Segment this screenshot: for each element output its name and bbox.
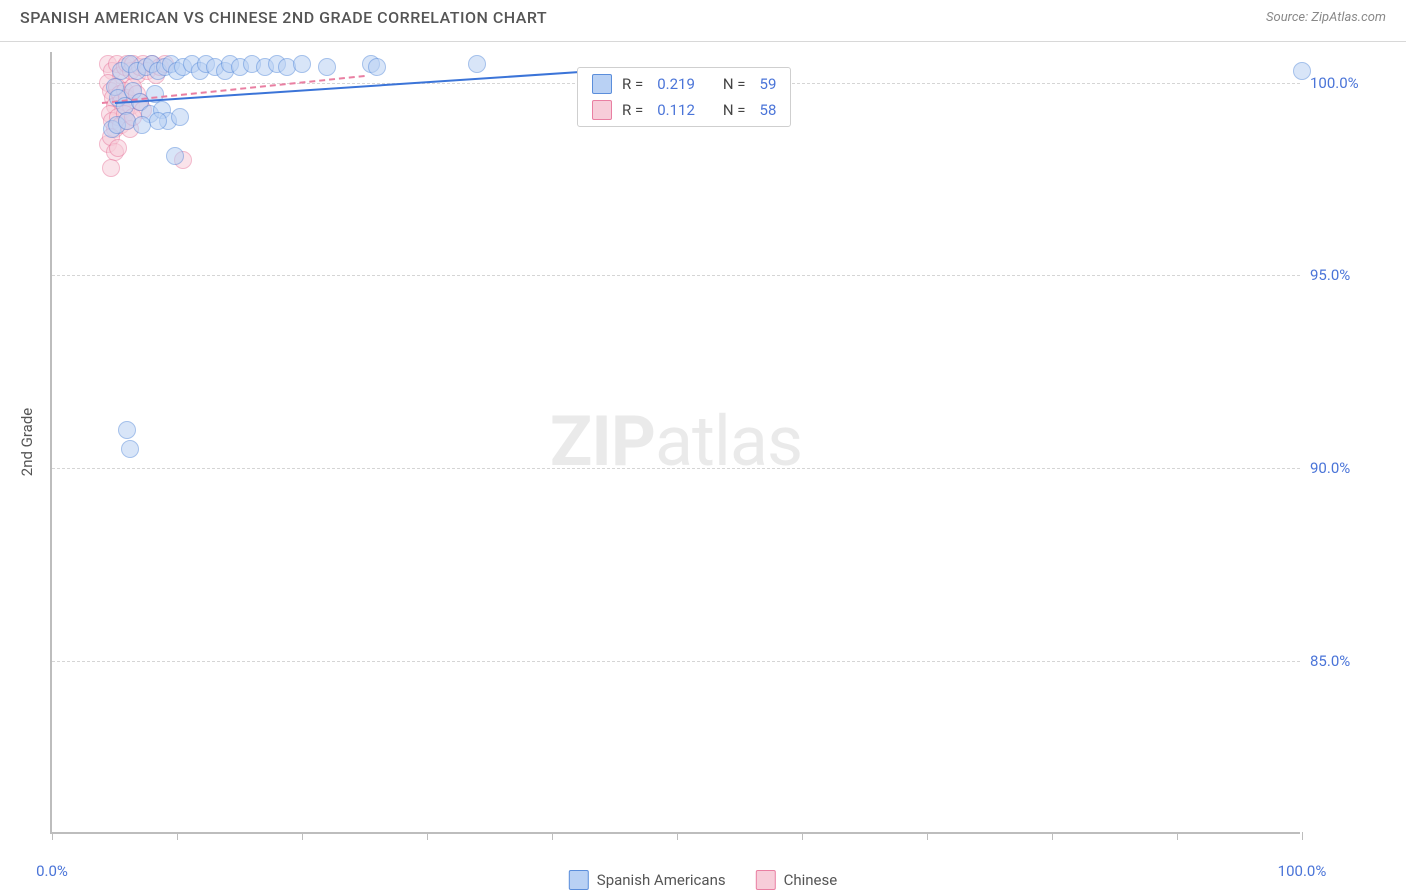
x-tick: [1177, 832, 1178, 840]
x-tick: [677, 832, 678, 840]
pink-point: [102, 159, 120, 177]
swatch-blue: [569, 870, 589, 890]
x-tick: [427, 832, 428, 840]
blue-point: [368, 58, 386, 76]
y-tick-label: 95.0%: [1310, 266, 1380, 284]
stats-box: R = 0.219 N = 59 R = 0.112 N = 58: [577, 67, 791, 127]
blue-point: [468, 55, 486, 73]
swatch-pink: [756, 870, 776, 890]
gridline: [52, 661, 1300, 662]
y-tick-label: 90.0%: [1310, 459, 1380, 477]
n-value: 59: [760, 75, 777, 93]
x-tick: [177, 832, 178, 840]
x-tick: [1302, 832, 1303, 840]
chart-title: SPANISH AMERICAN VS CHINESE 2ND GRADE CO…: [20, 8, 547, 27]
r-label: R =: [622, 101, 643, 119]
legend-label-spanish: Spanish Americans: [597, 871, 726, 889]
n-value: 58: [760, 101, 777, 119]
chart-source: Source: ZipAtlas.com: [1266, 10, 1386, 25]
watermark-bold: ZIP: [550, 401, 655, 483]
x-tick: [552, 832, 553, 840]
gridline: [52, 468, 1300, 469]
legend-label-chinese: Chinese: [784, 871, 838, 889]
chart-header: SPANISH AMERICAN VS CHINESE 2ND GRADE CO…: [0, 0, 1406, 42]
n-label: N =: [723, 101, 746, 119]
blue-point: [149, 112, 167, 130]
blue-point: [171, 108, 189, 126]
plot-region: ZIPatlas 85.0%90.0%95.0%100.0%0.0%100.0%…: [50, 52, 1300, 834]
blue-point: [166, 147, 184, 165]
x-tick-label: 100.0%: [1278, 862, 1327, 880]
pink-swatch-icon: [592, 100, 612, 120]
n-label: N =: [723, 75, 746, 93]
bottom-legend: Spanish Americans Chinese: [569, 870, 837, 890]
r-value: 0.219: [657, 75, 695, 93]
watermark: ZIPatlas: [550, 401, 802, 483]
y-tick-label: 100.0%: [1310, 74, 1380, 92]
blue-swatch-icon: [592, 74, 612, 94]
blue-point: [1293, 62, 1311, 80]
y-axis-title: 2nd Grade: [18, 408, 36, 476]
blue-point: [318, 58, 336, 76]
blue-point: [293, 55, 311, 73]
legend-item-spanish: Spanish Americans: [569, 870, 726, 890]
watermark-rest: atlas: [655, 401, 802, 483]
y-tick-label: 85.0%: [1310, 652, 1380, 670]
blue-point: [133, 116, 151, 134]
stats-row-pink: R = 0.112 N = 58: [592, 100, 776, 120]
stats-row-blue: R = 0.219 N = 59: [592, 74, 776, 94]
x-tick: [52, 832, 53, 840]
blue-point: [121, 440, 139, 458]
x-tick: [1052, 832, 1053, 840]
r-value: 0.112: [657, 101, 695, 119]
chart-area: 2nd Grade ZIPatlas 85.0%90.0%95.0%100.0%…: [0, 42, 1406, 892]
blue-point: [118, 421, 136, 439]
x-tick: [927, 832, 928, 840]
pink-point: [109, 139, 127, 157]
x-tick: [302, 832, 303, 840]
gridline: [52, 275, 1300, 276]
x-tick: [802, 832, 803, 840]
legend-item-chinese: Chinese: [756, 870, 838, 890]
x-tick-label: 0.0%: [36, 862, 68, 880]
r-label: R =: [622, 75, 643, 93]
